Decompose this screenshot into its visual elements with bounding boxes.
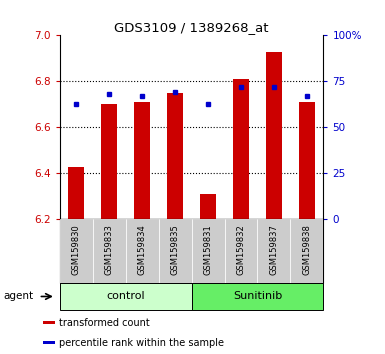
Bar xyxy=(93,219,126,283)
Bar xyxy=(134,102,150,219)
Text: agent: agent xyxy=(4,291,34,302)
Bar xyxy=(290,219,323,283)
Bar xyxy=(101,104,117,219)
Bar xyxy=(167,93,183,219)
Text: control: control xyxy=(106,291,145,302)
Text: transformed count: transformed count xyxy=(59,318,149,328)
Bar xyxy=(60,219,93,283)
Bar xyxy=(192,219,224,283)
Bar xyxy=(233,79,249,219)
Bar xyxy=(258,219,290,283)
Bar xyxy=(60,283,192,310)
Text: percentile rank within the sample: percentile rank within the sample xyxy=(59,338,224,348)
Bar xyxy=(266,52,282,219)
Text: GSM159835: GSM159835 xyxy=(171,224,179,275)
Bar xyxy=(68,167,84,219)
Bar xyxy=(200,194,216,219)
Bar xyxy=(43,321,55,324)
Bar xyxy=(159,219,192,283)
Text: GSM159832: GSM159832 xyxy=(236,224,246,275)
Bar xyxy=(43,341,55,344)
Text: GSM159833: GSM159833 xyxy=(105,224,114,275)
Text: GSM159831: GSM159831 xyxy=(204,224,213,275)
Text: GSM159834: GSM159834 xyxy=(137,224,147,275)
Bar xyxy=(192,283,323,310)
Title: GDS3109 / 1389268_at: GDS3109 / 1389268_at xyxy=(114,21,269,34)
Text: Sunitinib: Sunitinib xyxy=(233,291,282,302)
Text: GSM159830: GSM159830 xyxy=(72,224,81,275)
Bar xyxy=(299,102,315,219)
Text: GSM159838: GSM159838 xyxy=(302,224,311,275)
Text: GSM159837: GSM159837 xyxy=(270,224,278,275)
Bar xyxy=(224,219,258,283)
Bar xyxy=(126,219,159,283)
